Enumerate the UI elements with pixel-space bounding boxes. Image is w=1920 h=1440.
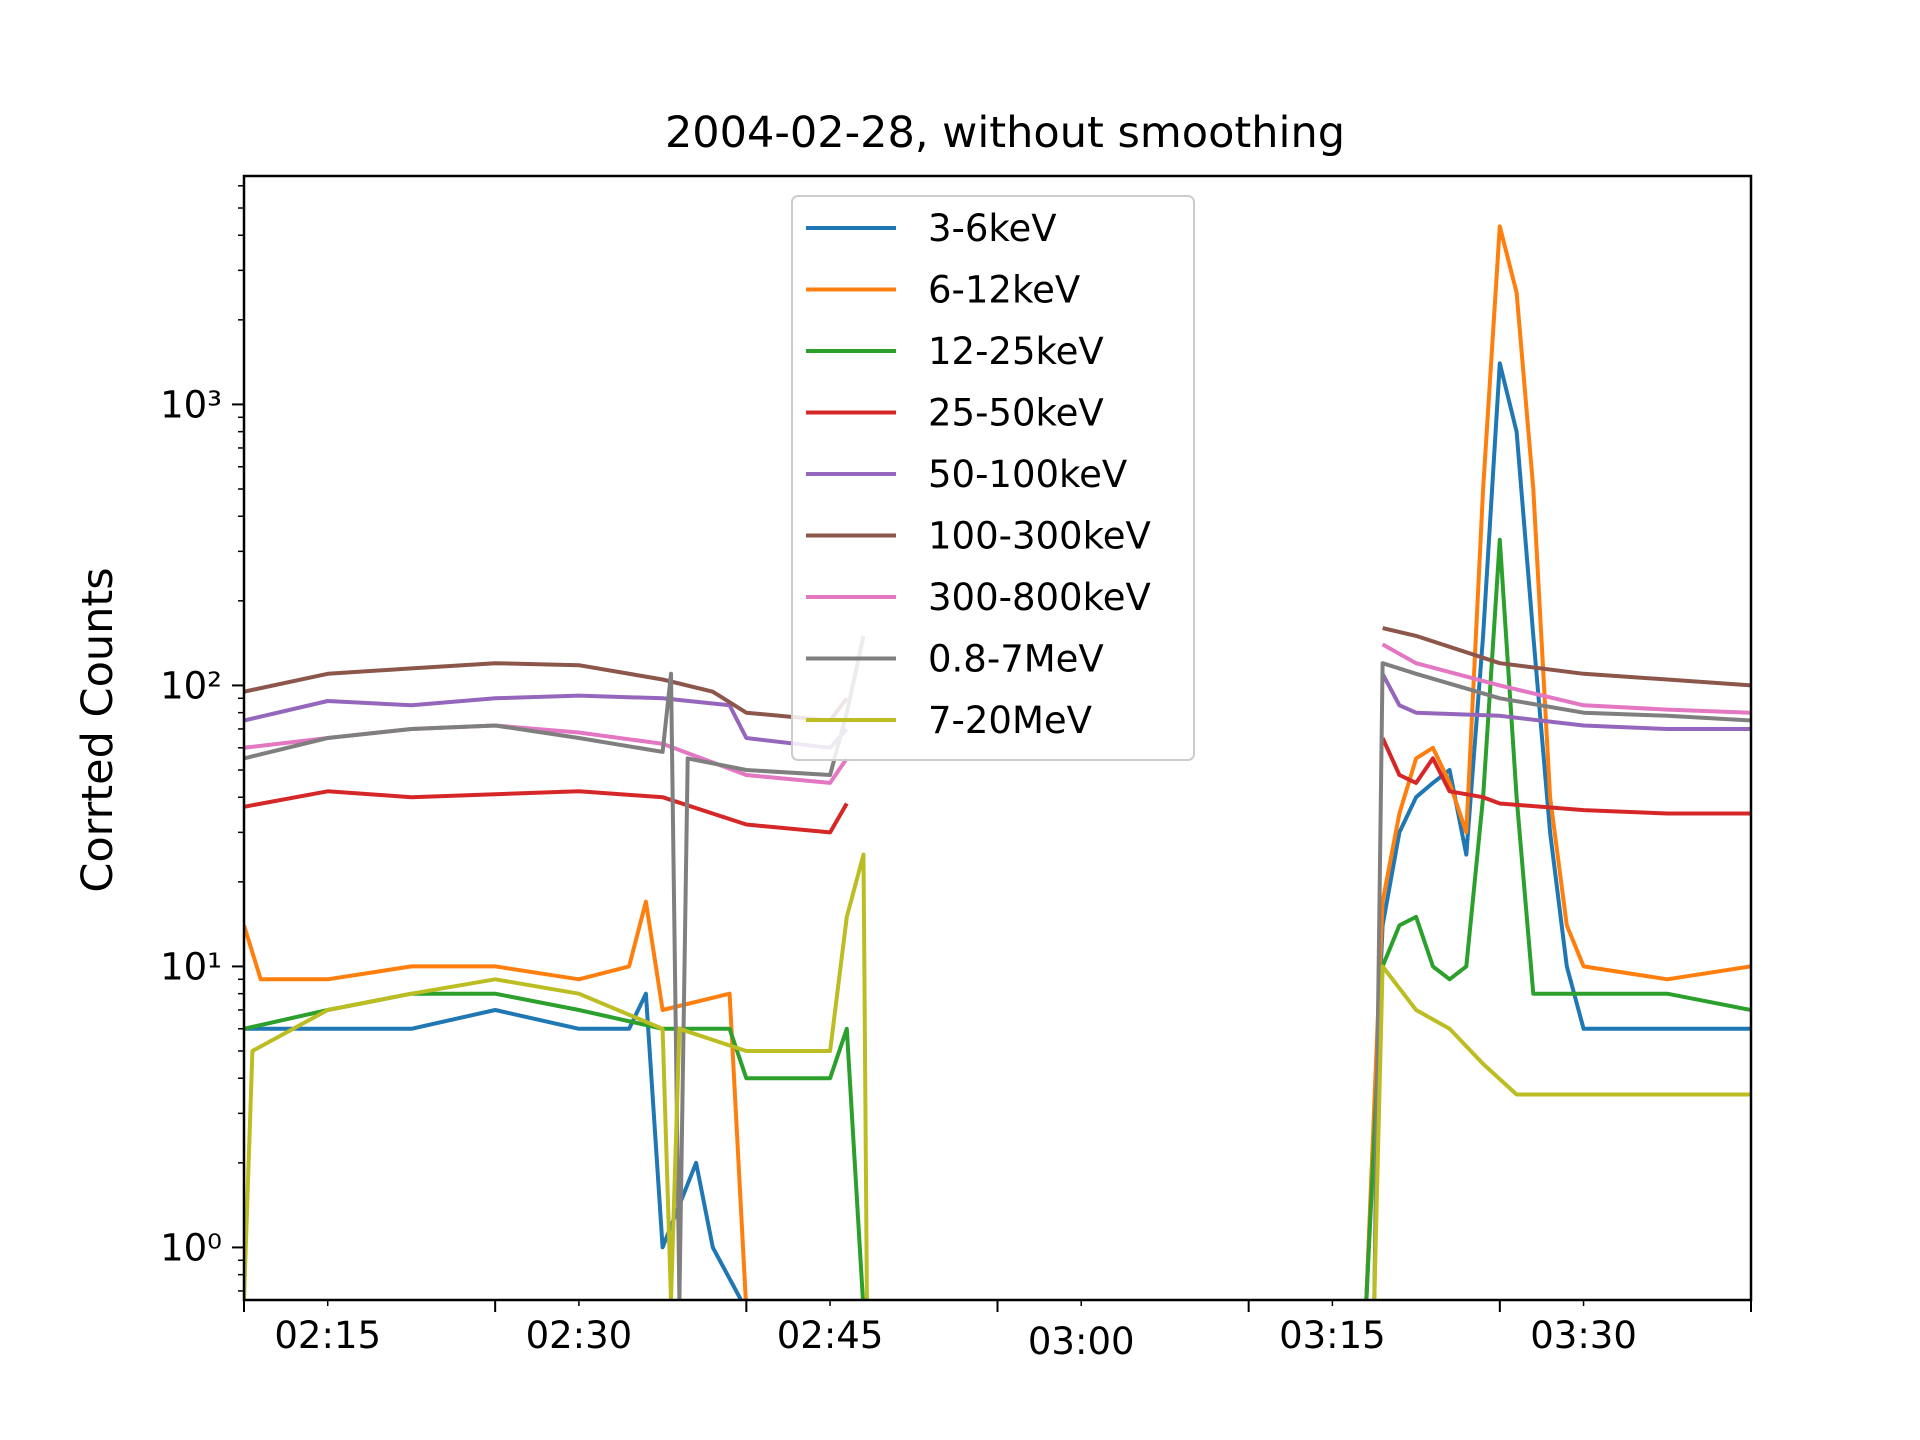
series-line-7 [244,635,1751,1300]
legend-box [791,195,1195,761]
y-axis-ticks: 10⁰ 10¹ 10² 10³ [160,185,244,1292]
legend-label-2: 12-25keV [928,330,1104,373]
y-tick-label-0: 10⁰ [160,1226,222,1269]
x-tick-label-3: 03:00 [1028,1320,1135,1363]
y-tick-label-3: 10³ [160,383,222,426]
legend-label-0: 3-6keV [928,207,1057,250]
legend-label-4: 50-100keV [928,453,1127,496]
series-line-0 [244,361,1751,1300]
x-tick-label-1: 02:30 [526,1314,633,1357]
legend-label-1: 6-12keV [928,269,1080,312]
legend-label-8: 7-20MeV [928,699,1092,742]
x-tick-label-2: 02:45 [777,1314,884,1357]
legend-label-3: 25-50keV [928,392,1104,435]
legend-label-5: 100-300keV [928,515,1151,558]
y-tick-label-2: 10² [160,664,222,707]
x-tick-label-4: 03:15 [1279,1314,1386,1357]
x-tick-label-5: 03:30 [1530,1314,1637,1357]
x-axis-ticks: 02:15 02:30 02:45 03:00 03:15 03:30 [243,1300,1752,1363]
series-line-3 [244,737,1751,835]
chart-title: 2004-02-28, without smoothing [665,108,1345,158]
plot-lines [244,224,1751,1300]
x-tick-label-0: 02:15 [274,1314,381,1357]
y-tick-label-1: 10¹ [160,945,222,988]
series-line-4 [244,672,1751,750]
legend: 3-6keV 6-12keV 12-25keV 25-50keV 50-100keV 10… [791,195,1195,761]
series-line-1 [244,224,1751,1300]
y-axis-label: Corrted Counts [73,567,123,892]
legend-label-6: 300-800keV [928,576,1151,619]
series-line-5 [244,626,1751,723]
series-line-8 [244,852,1751,1300]
legend-label-7: 0.8-7MeV [928,638,1104,681]
